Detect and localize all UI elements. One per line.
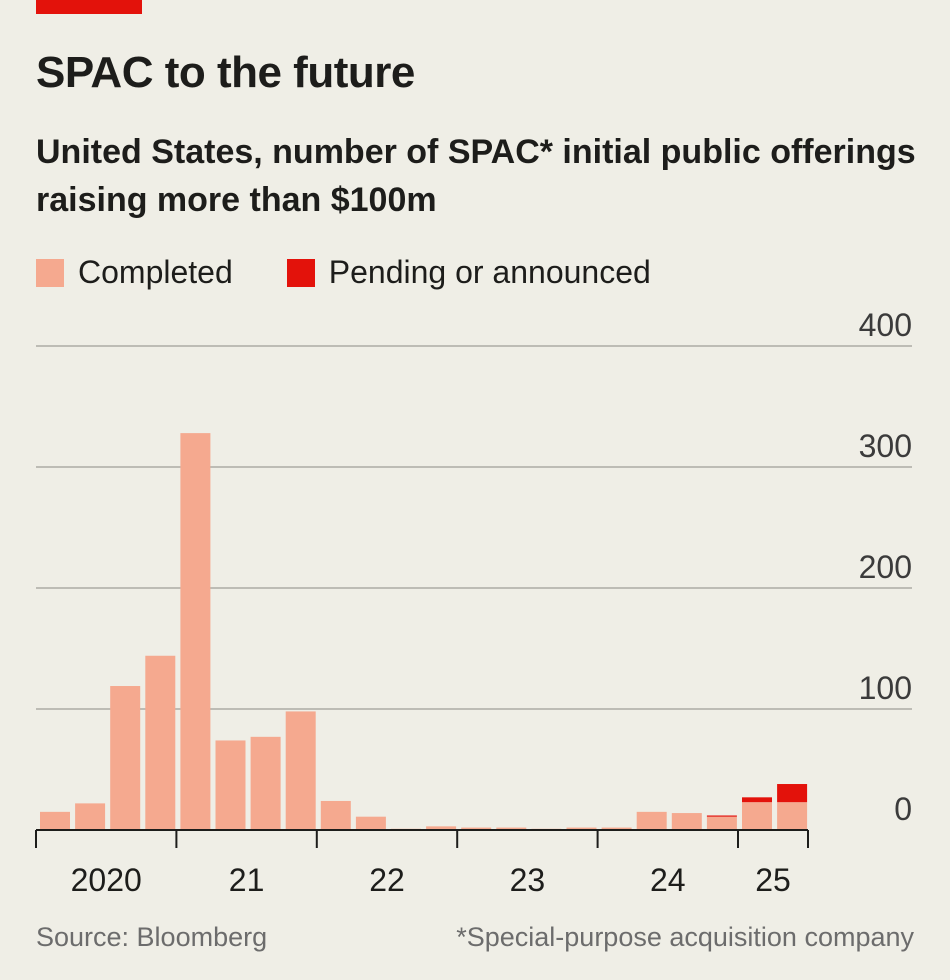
bar-completed-8 (285, 711, 316, 830)
chart-subtitle: United States, number of SPAC* initial p… (36, 133, 916, 219)
bar-completed-19 (671, 813, 702, 830)
bar-completed-22 (777, 802, 808, 830)
x-tick-label-24: 24 (650, 862, 686, 898)
x-tick-label-22: 22 (369, 862, 405, 898)
footnote: *Special-purpose acquisition company (456, 922, 914, 952)
chart-title: SPAC to the future (36, 48, 415, 97)
bar-pending-22 (777, 784, 808, 803)
bar-completed-16 (566, 827, 597, 830)
legend-swatch-pending (286, 258, 315, 287)
legend: Completed Pending or announced (36, 254, 705, 291)
bar-completed-13 (461, 827, 492, 830)
brand-tag (36, 0, 142, 14)
legend-swatch-completed (36, 258, 64, 287)
legend-label-completed: Completed (78, 254, 233, 290)
x-tick-label-21: 21 (229, 862, 265, 898)
bar-completed-9 (320, 800, 351, 830)
bar-completed-3 (110, 686, 141, 830)
legend-item-completed: Completed (36, 254, 233, 291)
legend-label-pending: Pending or announced (328, 254, 651, 290)
y-tick-label-0: 0 (894, 791, 912, 827)
x-tick-label-2020: 2020 (71, 862, 142, 898)
bar-completed-7 (250, 736, 281, 830)
bar-completed-14 (496, 827, 527, 830)
bar-completed-2 (75, 803, 106, 830)
source-note: Source: Bloomberg (36, 922, 268, 952)
bar-completed-21 (742, 802, 772, 830)
legend-item-pending: Pending or announced (286, 254, 651, 291)
bar-completed-5 (180, 433, 211, 830)
y-tick-label-300: 300 (859, 428, 912, 464)
bar-pending-21 (742, 797, 772, 803)
x-tick-label-25: 25 (755, 862, 791, 898)
bar-completed-6 (215, 740, 246, 830)
bar-completed-10 (355, 816, 386, 830)
bar-completed-17 (601, 827, 632, 830)
bar-completed-20 (706, 816, 737, 830)
bar-completed-4 (145, 655, 176, 830)
y-tick-label-200: 200 (859, 549, 912, 585)
y-tick-label-100: 100 (859, 670, 912, 706)
bar-pending-20 (706, 815, 737, 817)
x-tick-label-23: 23 (510, 862, 546, 898)
bar-chart: 0 100 200 300 400 2020 21 22 23 24 25 (35, 307, 912, 898)
bar-completed-18 (636, 811, 667, 830)
y-tick-label-400: 400 (859, 307, 912, 343)
bar-completed-12 (426, 826, 457, 830)
bar-completed-1 (40, 811, 70, 830)
